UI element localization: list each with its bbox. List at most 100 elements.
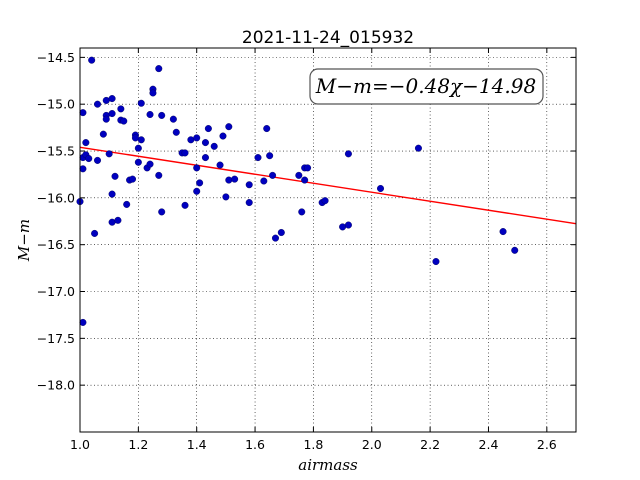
grid-lines: [80, 48, 576, 432]
fit-equation-frame: [309, 68, 544, 105]
data-point: [149, 89, 157, 97]
x-tick-label: 2.0: [362, 437, 382, 452]
data-point: [129, 175, 137, 183]
data-point: [123, 200, 131, 208]
data-point: [266, 152, 274, 160]
data-point: [193, 164, 201, 172]
x-tick-label: 1.4: [187, 437, 207, 452]
data-point: [181, 149, 189, 157]
data-point: [108, 110, 116, 118]
y-tick-label: −17.5: [37, 331, 75, 346]
data-point: [277, 229, 285, 237]
data-point: [219, 132, 227, 140]
x-tick-label: 1.6: [245, 437, 265, 452]
data-point: [169, 115, 177, 123]
data-point: [158, 111, 166, 119]
data-point: [193, 187, 201, 195]
data-point: [245, 181, 253, 189]
data-point: [269, 171, 277, 179]
axis-ticks: 1.0 1.2 1.4 1.6 1.8 2.0 2.2 2.4 2.6 −14.5 −15.0 −15…: [37, 48, 576, 452]
data-point: [225, 123, 233, 131]
x-tick-label: 2.4: [479, 437, 499, 452]
data-point: [120, 117, 128, 125]
data-point: [146, 110, 154, 118]
data-point: [85, 155, 93, 163]
data-point: [79, 318, 87, 326]
y-tick-label: −15.0: [37, 97, 75, 112]
data-point: [344, 150, 352, 158]
data-point: [201, 154, 209, 162]
data-point: [187, 136, 195, 144]
data-point: [99, 130, 107, 138]
data-point: [263, 125, 271, 133]
data-point: [91, 229, 99, 237]
data-point: [321, 197, 329, 205]
data-point: [88, 56, 96, 64]
data-point: [193, 134, 201, 142]
data-point: [172, 128, 180, 136]
data-point: [79, 109, 87, 117]
y-tick-label: −15.5: [37, 144, 75, 159]
data-point: [210, 142, 218, 150]
data-point: [117, 105, 125, 113]
data-point: [137, 99, 145, 107]
data-point: [108, 218, 116, 226]
data-point: [158, 208, 166, 216]
data-point: [414, 144, 422, 152]
fit-equation-text: M−m=−0.48χ−14.98: [315, 74, 536, 98]
plot-frame: [79, 47, 577, 433]
data-point: [432, 258, 440, 266]
data-point: [301, 176, 309, 184]
data-point: [344, 221, 352, 229]
data-point: [377, 184, 385, 192]
x-tick-label: 2.6: [537, 437, 557, 452]
data-point: [131, 134, 139, 142]
data-point: [499, 228, 507, 236]
data-point: [216, 161, 224, 169]
data-point: [222, 193, 230, 201]
data-point: [82, 139, 90, 147]
data-point: [102, 115, 110, 123]
data-point: [511, 246, 519, 254]
y-axis-label: M−m: [15, 219, 33, 262]
data-point: [108, 190, 116, 198]
data-point: [155, 171, 163, 179]
data-point: [94, 100, 102, 108]
data-point: [245, 199, 253, 207]
data-point: [201, 139, 209, 147]
x-tick-label: 2.2: [420, 437, 440, 452]
data-point: [79, 165, 87, 173]
y-tick-label: −18.0: [37, 378, 75, 393]
x-axis-label: airmass: [298, 456, 358, 474]
y-tick-label: −17.0: [37, 284, 75, 299]
data-point: [295, 171, 303, 179]
data-point: [134, 158, 142, 166]
data-point: [339, 223, 347, 231]
chart-title: 2021-11-24_015932: [242, 28, 414, 48]
data-point: [254, 154, 262, 162]
data-point: [225, 176, 233, 184]
data-point: [298, 208, 306, 216]
data-point: [146, 160, 154, 168]
data-point: [108, 95, 116, 103]
y-tick-label: −16.5: [37, 237, 75, 252]
data-point: [271, 234, 279, 242]
data-point: [134, 144, 142, 152]
x-tick-label: 1.8: [303, 437, 323, 452]
data-point: [105, 150, 113, 158]
data-point: [204, 125, 212, 133]
data-point: [181, 201, 189, 209]
data-point: [260, 177, 268, 185]
fit-line-layer: [79, 146, 577, 225]
data-point: [231, 175, 239, 183]
x-tick-label: 1.2: [128, 437, 148, 452]
data-point: [304, 164, 312, 172]
fit-line: [79, 146, 577, 225]
data-point: [102, 96, 110, 104]
fit-equation-box: M−m=−0.48χ−14.98: [309, 68, 544, 105]
data-point: [137, 136, 145, 144]
data-point: [155, 65, 163, 73]
y-tick-label: −14.5: [37, 50, 75, 65]
